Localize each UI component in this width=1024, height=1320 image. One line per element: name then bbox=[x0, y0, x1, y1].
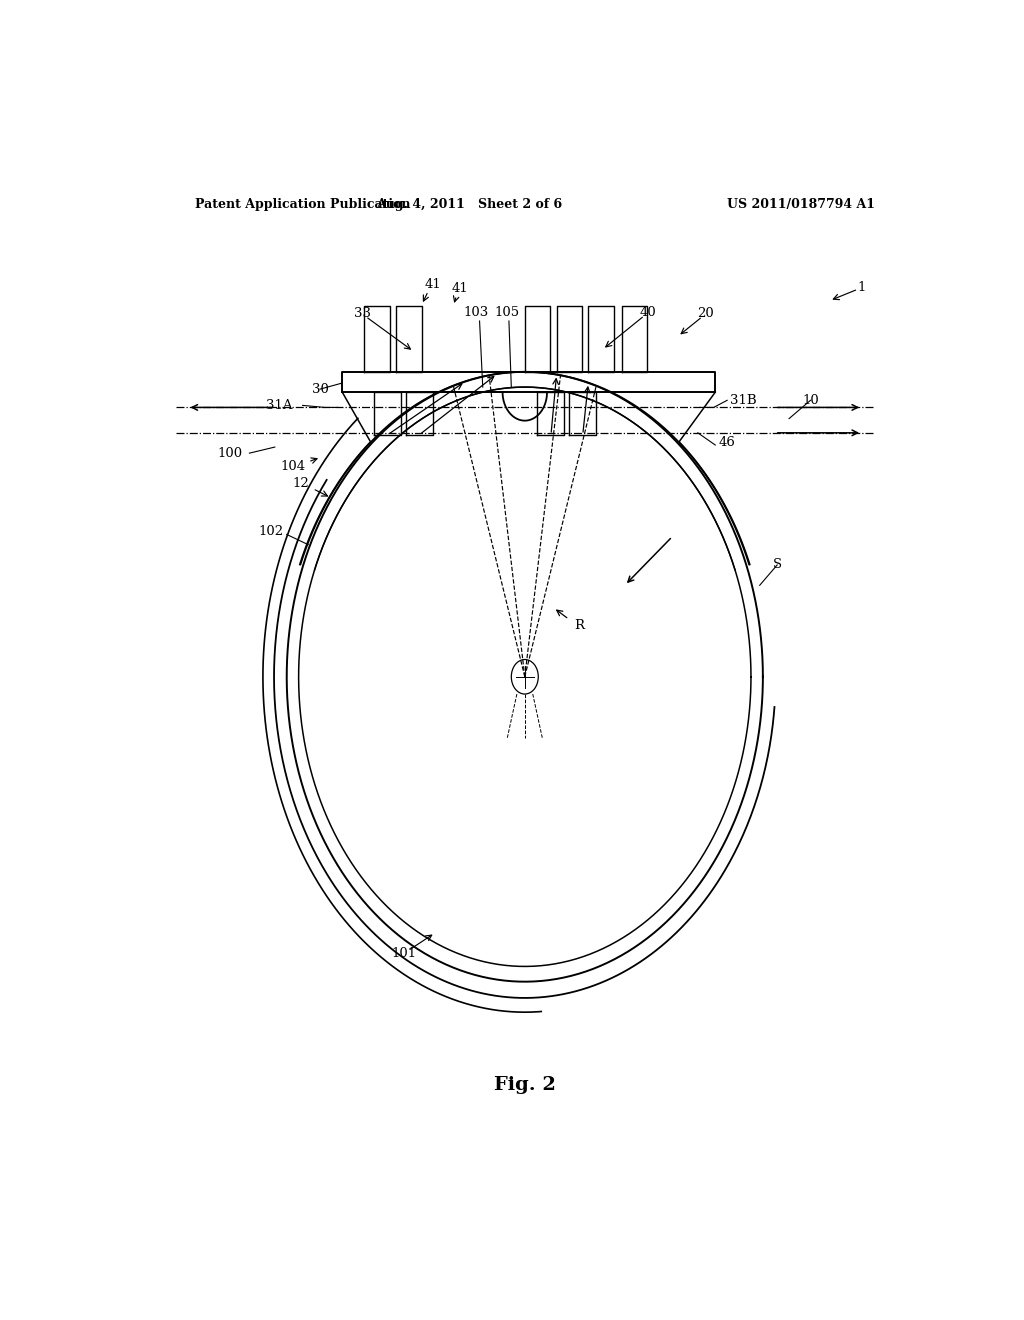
Text: S: S bbox=[772, 558, 781, 572]
Text: 20: 20 bbox=[697, 308, 714, 321]
Text: US 2011/0187794 A1: US 2011/0187794 A1 bbox=[727, 198, 876, 211]
Text: Patent Application Publication: Patent Application Publication bbox=[196, 198, 411, 211]
Text: 31B: 31B bbox=[730, 393, 757, 407]
Text: 105: 105 bbox=[494, 306, 519, 319]
Text: 104: 104 bbox=[281, 459, 305, 473]
Text: 100: 100 bbox=[217, 446, 242, 459]
Text: 103: 103 bbox=[463, 306, 488, 319]
Text: R: R bbox=[573, 619, 584, 632]
Text: 1: 1 bbox=[858, 281, 866, 294]
Text: 46: 46 bbox=[719, 437, 735, 450]
Text: 31A: 31A bbox=[265, 399, 292, 412]
Text: Fig. 2: Fig. 2 bbox=[494, 1076, 556, 1094]
Text: 101: 101 bbox=[391, 946, 417, 960]
Text: 33: 33 bbox=[353, 308, 371, 321]
Text: 41: 41 bbox=[424, 279, 441, 290]
Text: 41: 41 bbox=[452, 282, 468, 294]
Text: 30: 30 bbox=[311, 383, 329, 396]
Text: 102: 102 bbox=[258, 525, 284, 539]
Text: 12: 12 bbox=[293, 477, 309, 490]
Text: Aug. 4, 2011   Sheet 2 of 6: Aug. 4, 2011 Sheet 2 of 6 bbox=[376, 198, 562, 211]
Text: 40: 40 bbox=[639, 306, 656, 319]
Text: 10: 10 bbox=[802, 393, 819, 407]
